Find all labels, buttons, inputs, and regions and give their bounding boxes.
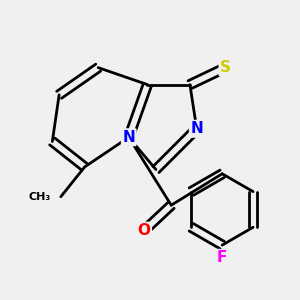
Text: N: N bbox=[122, 130, 135, 145]
Text: O: O bbox=[138, 223, 151, 238]
Text: CH₃: CH₃ bbox=[28, 192, 51, 202]
Text: N: N bbox=[190, 121, 203, 136]
Text: F: F bbox=[217, 250, 227, 265]
Text: S: S bbox=[220, 60, 231, 75]
